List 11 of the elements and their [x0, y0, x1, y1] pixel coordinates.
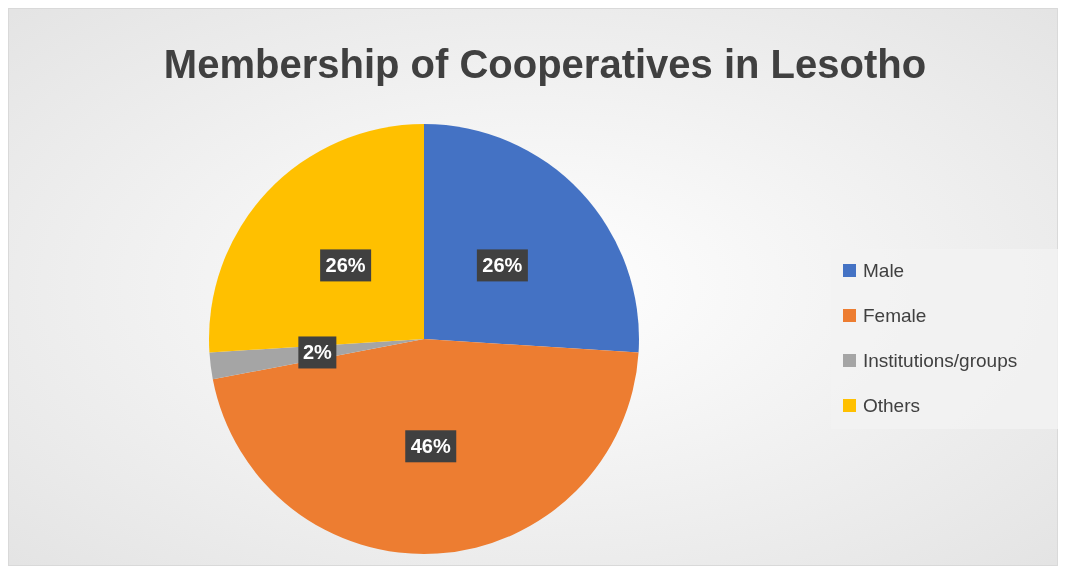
- data-label: 26%: [482, 254, 523, 277]
- legend-label: Female: [863, 305, 927, 326]
- pie-slice: [212, 339, 639, 554]
- legend-label: Institutions/groups: [863, 350, 1018, 371]
- chart-title: Membership of Cooperatives in Lesotho: [163, 42, 927, 86]
- data-label: 2%: [302, 341, 333, 364]
- data-label: 26%: [325, 254, 366, 277]
- legend-label: Others: [863, 395, 921, 416]
- data-label: 46%: [410, 435, 451, 458]
- pie-slice: [424, 124, 639, 353]
- legend-label: Male: [863, 260, 905, 281]
